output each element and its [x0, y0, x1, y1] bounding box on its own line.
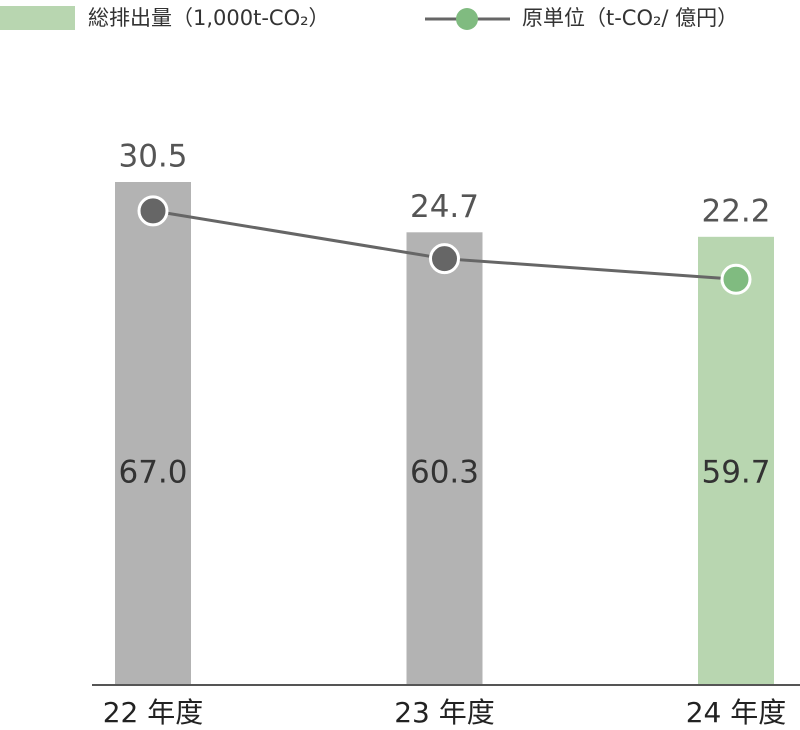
- line-value-label: 30.5: [118, 139, 187, 175]
- line-value-label: 22.2: [701, 193, 770, 229]
- bar: [115, 182, 191, 685]
- legend-marker: [456, 8, 478, 30]
- bar-value-label: 60.3: [410, 455, 479, 491]
- x-tick-label: 22 年度: [103, 696, 204, 729]
- line-value-label: 24.7: [410, 189, 479, 225]
- x-tick-label: 24 年度: [686, 696, 787, 729]
- x-tick-label: 23 年度: [394, 696, 495, 729]
- bar-value-label: 59.7: [701, 455, 770, 491]
- line-marker: [137, 195, 169, 227]
- legend-label: 原単位（t-CO₂/ 億円）: [522, 6, 738, 30]
- legend-swatch: [0, 6, 75, 30]
- legend-label: 総排出量（1,000t-CO₂）: [88, 6, 330, 30]
- line-marker: [720, 263, 752, 295]
- bar-value-label: 67.0: [118, 455, 187, 491]
- bar: [698, 236, 774, 685]
- line-marker: [429, 243, 460, 275]
- bar: [406, 232, 483, 686]
